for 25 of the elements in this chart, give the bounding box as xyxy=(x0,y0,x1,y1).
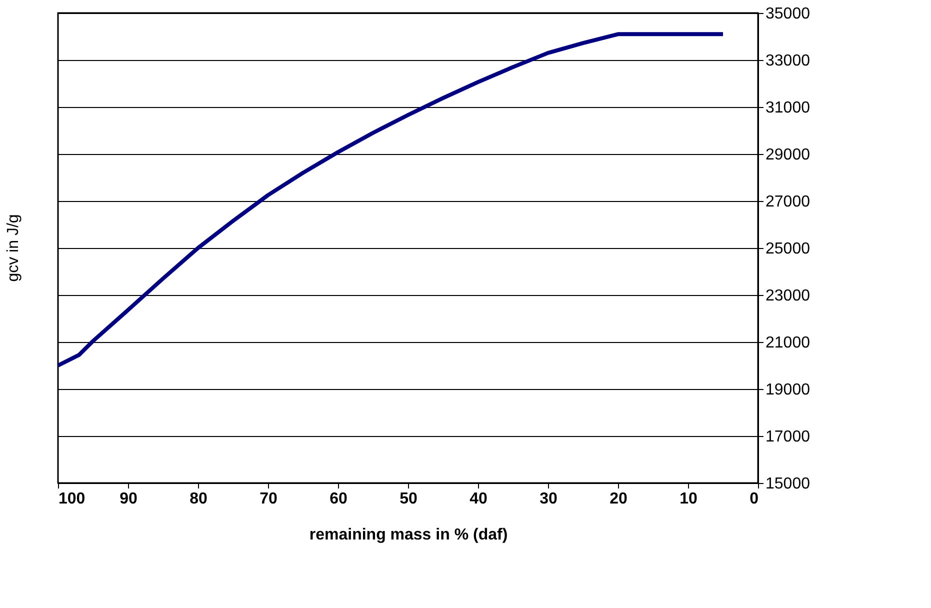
y-tick-label: 17000 xyxy=(766,428,810,446)
y-tick-label: 31000 xyxy=(766,100,810,116)
x-tick-label: 30 xyxy=(540,490,558,508)
x-tick-label: 100 xyxy=(58,490,86,508)
x-tick-label: 80 xyxy=(190,490,208,508)
y-tick-label: 15000 xyxy=(766,476,810,492)
y-tick-label: 21000 xyxy=(766,334,810,352)
x-tick-label: 90 xyxy=(120,490,138,508)
y-tick-label: 33000 xyxy=(766,52,810,70)
y-axis-title: gcv in J/g xyxy=(5,214,22,282)
x-tick-label: 60 xyxy=(330,490,348,508)
x-tick-label: 40 xyxy=(470,490,488,508)
y-tick-label: 23000 xyxy=(766,288,810,304)
x-tick-label: 70 xyxy=(260,490,278,508)
y-tick-label: 25000 xyxy=(766,240,810,258)
line-series xyxy=(56,32,725,368)
y-tick-label: 35000 xyxy=(766,6,810,22)
x-tick-label: 0 xyxy=(750,490,759,508)
x-tick-label: 50 xyxy=(400,490,418,508)
x-axis-title: remaining mass in % (daf) xyxy=(309,526,508,544)
y-tick-label: 29000 xyxy=(766,146,810,164)
x-tick-label: 10 xyxy=(680,490,698,508)
y-tick-label: 27000 xyxy=(766,194,810,210)
y-tick-label: 19000 xyxy=(766,382,810,398)
x-tick-label: 20 xyxy=(610,490,628,508)
